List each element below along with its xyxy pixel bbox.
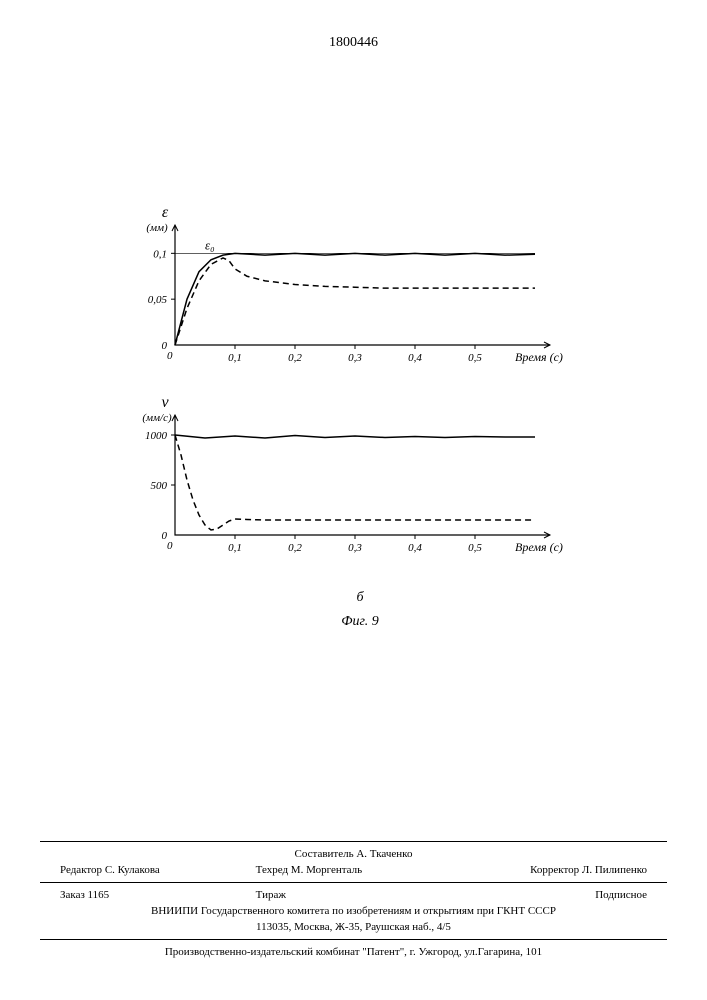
corrector: Корректор Л. Пилипенко	[451, 864, 647, 876]
svg-text:0,05: 0,05	[148, 294, 168, 306]
order: Заказ 1165	[60, 889, 256, 901]
svg-text:0,3: 0,3	[348, 352, 362, 364]
svg-text:0,5: 0,5	[468, 542, 482, 554]
svg-text:0: 0	[162, 530, 168, 542]
svg-text:0: 0	[167, 540, 173, 552]
svg-text:0: 0	[162, 340, 168, 352]
svg-text:ε₀: ε₀	[205, 237, 215, 252]
svg-text:0,1: 0,1	[153, 248, 167, 260]
sub-label: б	[120, 590, 600, 606]
techred: Техред М. Моргенталь	[256, 864, 452, 876]
svg-text:500: 500	[151, 480, 168, 492]
svg-text:0: 0	[167, 350, 173, 362]
svg-text:0,1: 0,1	[228, 352, 242, 364]
svg-text:0,2: 0,2	[288, 352, 302, 364]
svg-text:0,4: 0,4	[408, 352, 422, 364]
svg-text:0,1: 0,1	[228, 542, 242, 554]
page-number: 1800446	[0, 0, 707, 51]
tirazh: Тираж	[256, 889, 452, 901]
publisher: Производственно-издательский комбинат "П…	[0, 944, 707, 960]
svg-text:Время (с): Время (с)	[515, 540, 563, 554]
chart-svg: ε(мм) Время (с) 0 0,1 0,2 0,3 0,4 0,5 0 0,05 0,1 ε₀…	[120, 195, 600, 585]
svg-text:0,4: 0,4	[408, 542, 422, 554]
svg-text:ε: ε	[162, 204, 169, 221]
figure-label: Фиг. 9	[120, 614, 600, 630]
svg-text:1000: 1000	[145, 430, 168, 442]
org1: ВНИИПИ Государственного комитета по изоб…	[0, 903, 707, 919]
compiler: Составитель А. Ткаченко	[0, 846, 707, 862]
editor: Редактор С. Кулакова	[60, 864, 256, 876]
svg-text:0,2: 0,2	[288, 542, 302, 554]
charts: ε(мм) Время (с) 0 0,1 0,2 0,3 0,4 0,5 0 0,05 0,1 ε₀…	[120, 195, 600, 630]
footer: Составитель А. Ткаченко Редактор С. Кула…	[0, 837, 707, 960]
svg-text:0,3: 0,3	[348, 542, 362, 554]
svg-text:(мм): (мм)	[146, 222, 168, 234]
svg-text:v: v	[161, 394, 169, 411]
subscription: Подписное	[451, 889, 647, 901]
org2: 113035, Москва, Ж-35, Раушская наб., 4/5	[0, 919, 707, 935]
svg-text:(мм/с): (мм/с)	[142, 412, 172, 424]
svg-text:Время (с): Время (с)	[515, 350, 563, 364]
svg-text:0,5: 0,5	[468, 352, 482, 364]
